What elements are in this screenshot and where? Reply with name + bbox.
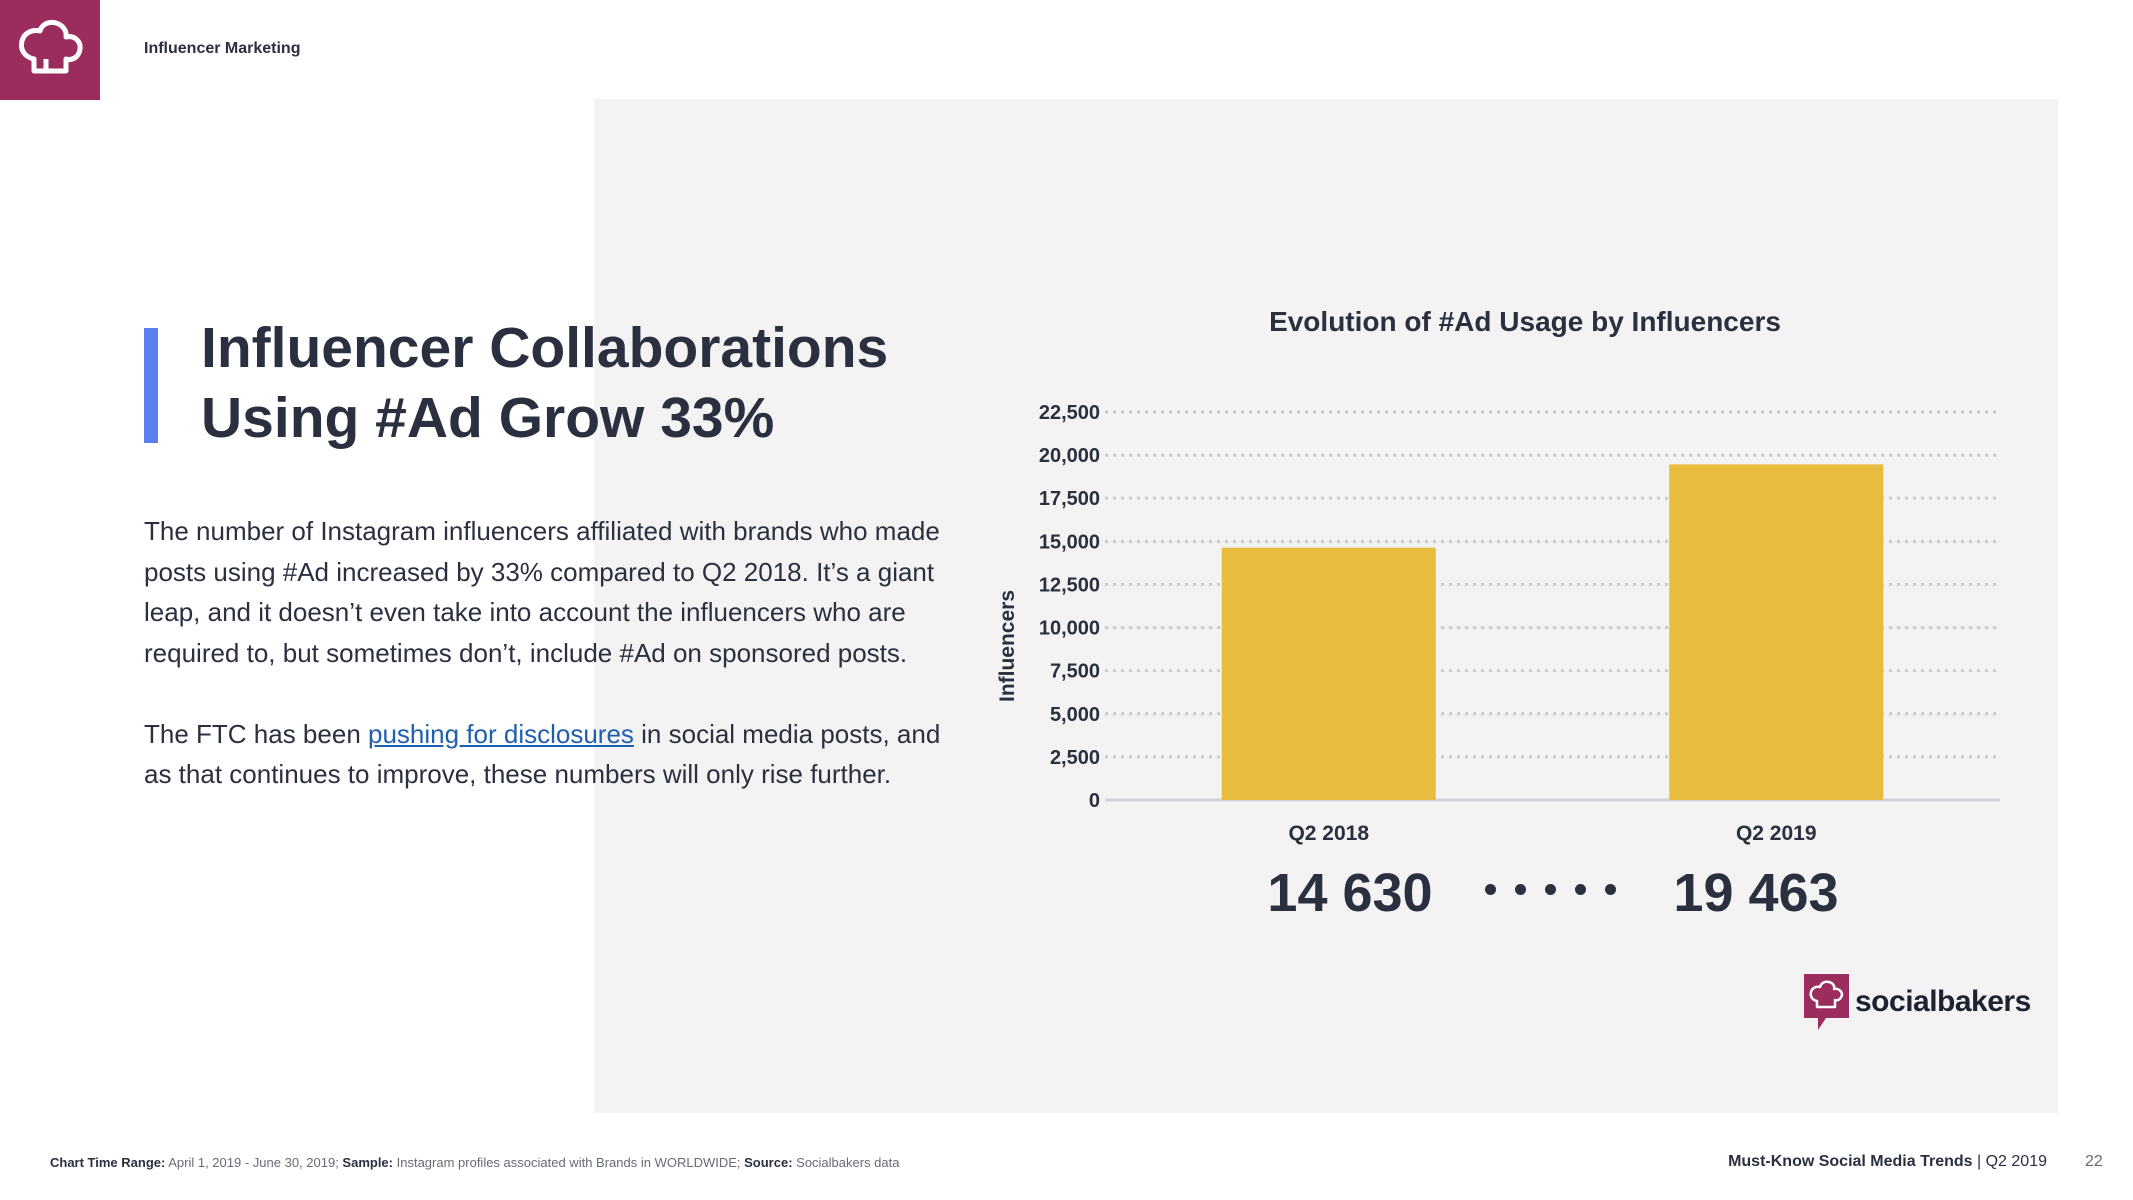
- y-tick-label: 7,500: [1050, 661, 1100, 683]
- y-tick-label: 17,500: [1039, 488, 1100, 510]
- title-accent-bar: [144, 328, 158, 443]
- y-tick-label: 0: [1089, 790, 1100, 812]
- paragraph-2-start: The FTC has been: [144, 718, 368, 749]
- dot: [1545, 884, 1556, 895]
- bar-q2-2018: [1221, 547, 1436, 800]
- sample-value: Instagram profiles associated with Brand…: [393, 1155, 745, 1170]
- y-tick-label: 22,500: [1039, 402, 1100, 424]
- time-range-label: Chart Time Range:: [50, 1155, 166, 1170]
- source-label: Source:: [744, 1155, 793, 1170]
- dot: [1485, 884, 1496, 895]
- sample-label: Sample:: [342, 1155, 393, 1170]
- report-period: | Q2 2019: [1972, 1153, 2047, 1170]
- report-name: Must-Know Social Media Trends: [1728, 1153, 1973, 1170]
- paragraph-2-end: in social media posts, and as that conti…: [144, 718, 941, 790]
- socialbakers-logo: socialbakers: [1804, 974, 2031, 1030]
- chart-title: Evolution of #Ad Usage by Influencers: [1269, 306, 1781, 337]
- y-tick-label: 5,000: [1050, 704, 1100, 726]
- title-line-1: Influencer Collaborations: [201, 316, 889, 380]
- source-value: Socialbakers data: [792, 1155, 900, 1170]
- report-title: Must-Know Social Media Trends | Q2 2019: [1728, 1153, 2047, 1171]
- time-range-value: April 1, 2019 - June 30, 2019;: [165, 1155, 343, 1170]
- y-tick-label: 10,000: [1039, 618, 1100, 640]
- socialbakers-mark-icon: [1804, 974, 1849, 1030]
- bar-q2-2019: [1669, 464, 1884, 800]
- section-label: Influencer Marketing: [144, 40, 301, 57]
- y-tick-label: 15,000: [1039, 531, 1100, 553]
- y-tick-label: 20,000: [1039, 445, 1100, 467]
- disclosures-link[interactable]: pushing for disclosures: [368, 718, 634, 749]
- y-axis-title: Influencers: [996, 590, 1019, 702]
- value-q2-2019: 19 463: [1673, 863, 1839, 923]
- value-q2-2018: 14 630: [1267, 863, 1433, 923]
- body-text: The number of Instagram influencers affi…: [144, 511, 944, 795]
- title-line-2: Using #Ad Grow 33%: [201, 386, 775, 450]
- dot: [1605, 884, 1616, 895]
- page-title: Influencer Collaborations Using #Ad Grow…: [201, 313, 961, 453]
- dot: [1575, 884, 1586, 895]
- paragraph-2: The FTC has been pushing for disclosures…: [144, 714, 944, 795]
- dot: [1515, 884, 1526, 895]
- x-tick-label: Q2 2019: [1736, 822, 1817, 845]
- growth-dots: [1485, 884, 1616, 895]
- bar-chart: 0 2,500 5,000 7,500 10,000 12,500 15,000 17,500…: [996, 402, 2000, 845]
- brand-logo: [0, 0, 100, 100]
- brand-name: socialbakers: [1855, 985, 2031, 1018]
- page-number: 22: [2085, 1153, 2103, 1170]
- x-tick-label: Q2 2018: [1288, 822, 1369, 845]
- chart-source-note: Chart Time Range: April 1, 2019 - June 3…: [50, 1155, 899, 1170]
- y-tick-label: 2,500: [1050, 747, 1100, 769]
- chef-hat-icon: [19, 19, 83, 74]
- paragraph-1: The number of Instagram influencers affi…: [144, 516, 940, 668]
- y-tick-label: 12,500: [1039, 574, 1100, 596]
